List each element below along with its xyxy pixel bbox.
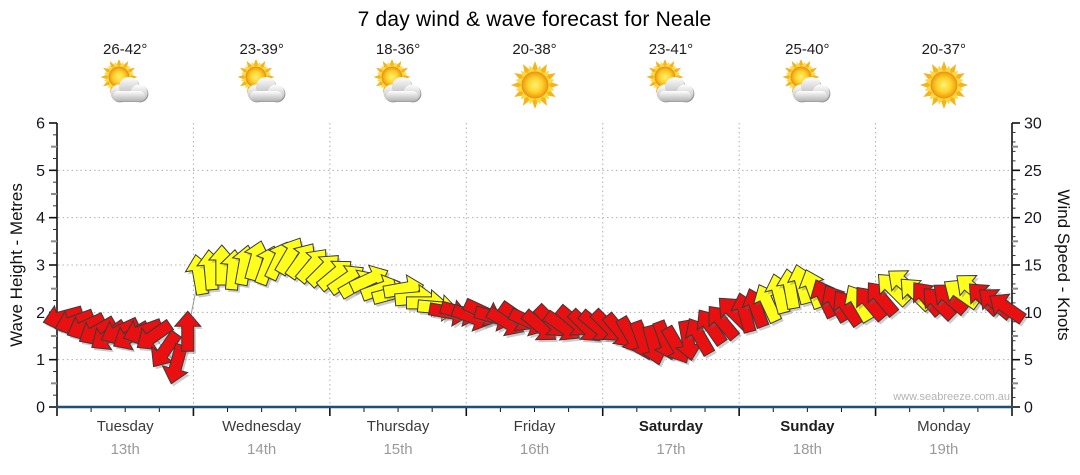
day-name-label: Tuesday xyxy=(96,418,154,435)
day-date-label: 13th xyxy=(110,441,140,458)
partly-cloudy-icon xyxy=(779,60,835,110)
partly-cloudy-icon xyxy=(234,60,290,110)
wind-axis-tick-label: 0 xyxy=(1024,400,1033,417)
wind-axis-tick-label: 25 xyxy=(1024,163,1042,180)
wave-axis-tick-label: 1 xyxy=(36,352,45,369)
wave-axis-tick-label: 5 xyxy=(36,163,45,180)
temperature-range: 23-41° xyxy=(648,41,694,58)
temperature-range: 25-40° xyxy=(785,41,830,58)
wave-axis-tick-label: 6 xyxy=(36,116,45,133)
day-date-label: 17th xyxy=(656,441,686,458)
temperature-range: 20-37° xyxy=(921,41,966,58)
day-name-label: Wednesday xyxy=(222,418,302,435)
wind-axis-tick-label: 5 xyxy=(1024,352,1033,369)
day-date-label: 18th xyxy=(792,441,822,458)
wave-axis-tick-label: 3 xyxy=(36,258,45,275)
temperature-range: 26-42° xyxy=(103,41,148,58)
sunny-icon xyxy=(916,60,972,110)
day-date-label: 19th xyxy=(929,441,959,458)
partly-cloudy-icon xyxy=(370,60,426,110)
axes: 0 1 2 3 4 5 6 0 5 10 15 20 25 30 xyxy=(36,116,1042,417)
wind-axis-tick-label: 15 xyxy=(1024,258,1042,275)
wind-arrow xyxy=(136,318,175,351)
wind-axis-tick-label: 20 xyxy=(1024,210,1042,227)
sunny-icon xyxy=(507,60,563,110)
wind-axis-tick-label: 10 xyxy=(1024,305,1042,322)
wind-arrows xyxy=(42,237,1029,387)
day-date-label: 14th xyxy=(247,441,277,458)
temperature-range: 20-38° xyxy=(512,41,557,58)
day-name-label: Sunday xyxy=(780,418,835,435)
watermark: www.seabreeze.com.au xyxy=(893,391,1010,403)
wave-axis-tick-label: 0 xyxy=(36,400,45,417)
temperature-range: 23-39° xyxy=(239,41,284,58)
page-title: 7 day wind & wave forecast for Neale xyxy=(357,8,712,31)
partly-cloudy-icon xyxy=(97,60,153,110)
temperature-range: 18-36° xyxy=(375,41,421,58)
day-name-label: Friday xyxy=(513,418,556,435)
wave-axis-tick-label: 4 xyxy=(36,210,45,227)
wind-arrow xyxy=(989,293,1027,325)
day-name-label: Thursday xyxy=(366,418,430,435)
wind-axis-tick-label: 30 xyxy=(1024,116,1042,133)
partly-cloudy-icon xyxy=(643,60,699,110)
day-name-label: Monday xyxy=(917,418,971,435)
day-date-label: 15th xyxy=(383,441,413,458)
wave-axis-tick-label: 2 xyxy=(36,305,45,322)
day-name-label: Saturday xyxy=(638,418,704,435)
day-date-label: 16th xyxy=(519,441,550,458)
wind-arrow xyxy=(173,310,202,352)
